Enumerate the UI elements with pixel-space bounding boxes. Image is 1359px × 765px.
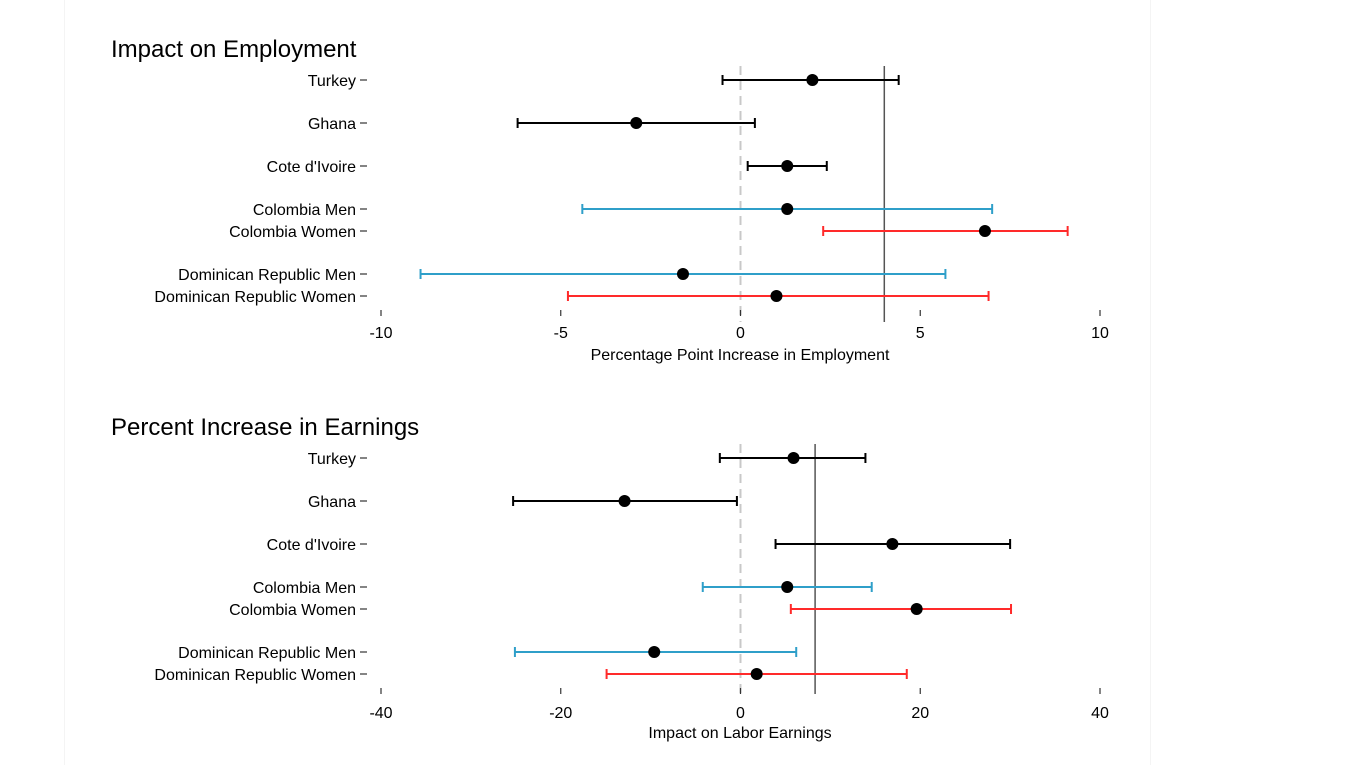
- forest-plot-figure: Impact on Employment Percentage Point In…: [111, 36, 1109, 742]
- employment-turkey-label: Turkey: [308, 73, 356, 90]
- earnings-cote-d-ivoire-point: [886, 538, 899, 550]
- employment-ghana-point: [630, 117, 643, 129]
- earnings-turkey-point: [787, 452, 800, 464]
- employment-ghana-label: Ghana: [308, 116, 356, 133]
- employment-cote-d-ivoire-point: [781, 160, 794, 172]
- earnings-cote-d-ivoire-label: Cote d'Ivoire: [267, 537, 356, 554]
- employment-colombia-men-label: Colombia Men: [253, 202, 356, 219]
- employment-colombia-women-point: [978, 225, 991, 237]
- employment-x-tick-label: 5: [916, 325, 925, 342]
- employment-panel: Impact on Employment Percentage Point In…: [111, 36, 1109, 364]
- earnings-x-tick-label: -20: [549, 705, 572, 722]
- earnings-dominican-republic-men-point: [648, 646, 661, 658]
- employment-x-tick-label: -10: [369, 325, 392, 342]
- earnings-dominican-republic-women-label: Dominican Republic Women: [154, 667, 356, 684]
- earnings-panel-title: Percent Increase in Earnings: [111, 414, 419, 441]
- earnings-turkey-label: Turkey: [308, 451, 356, 468]
- earnings-ghana-label: Ghana: [308, 494, 356, 511]
- earnings-x-tick-label: 20: [911, 705, 929, 722]
- earnings-colombia-men-label: Colombia Men: [253, 580, 356, 597]
- employment-x-tick-label: -5: [554, 325, 568, 342]
- employment-cote-d-ivoire-label: Cote d'Ivoire: [267, 159, 356, 176]
- employment-panel-title: Impact on Employment: [111, 36, 357, 63]
- employment-dominican-republic-men-point: [676, 268, 689, 280]
- employment-dominican-republic-women-point: [770, 290, 783, 302]
- figure-page: Impact on Employment Percentage Point In…: [65, 0, 1150, 765]
- earnings-x-axis-label: Impact on Labor Earnings: [648, 725, 831, 742]
- earnings-x-tick-label: 40: [1091, 705, 1109, 722]
- earnings-colombia-women-point: [910, 603, 923, 615]
- employment-colombia-women-label: Colombia Women: [229, 224, 356, 241]
- earnings-panel: Percent Increase in Earnings Impact on L…: [111, 414, 1109, 742]
- employment-x-axis-label: Percentage Point Increase in Employment: [591, 347, 890, 364]
- employment-colombia-men-point: [781, 203, 794, 215]
- employment-turkey-point: [806, 74, 819, 86]
- earnings-dominican-republic-women-point: [750, 668, 763, 680]
- earnings-ghana-point: [618, 495, 631, 507]
- employment-dominican-republic-men-label: Dominican Republic Men: [178, 267, 356, 284]
- earnings-colombia-women-label: Colombia Women: [229, 602, 356, 619]
- employment-x-tick-label: 0: [736, 325, 745, 342]
- earnings-x-tick-label: -40: [369, 705, 392, 722]
- employment-x-tick-label: 10: [1091, 325, 1109, 342]
- earnings-colombia-men-point: [781, 581, 794, 593]
- earnings-dominican-republic-men-label: Dominican Republic Men: [178, 645, 356, 662]
- earnings-x-tick-label: 0: [736, 705, 745, 722]
- employment-dominican-republic-women-label: Dominican Republic Women: [154, 289, 356, 306]
